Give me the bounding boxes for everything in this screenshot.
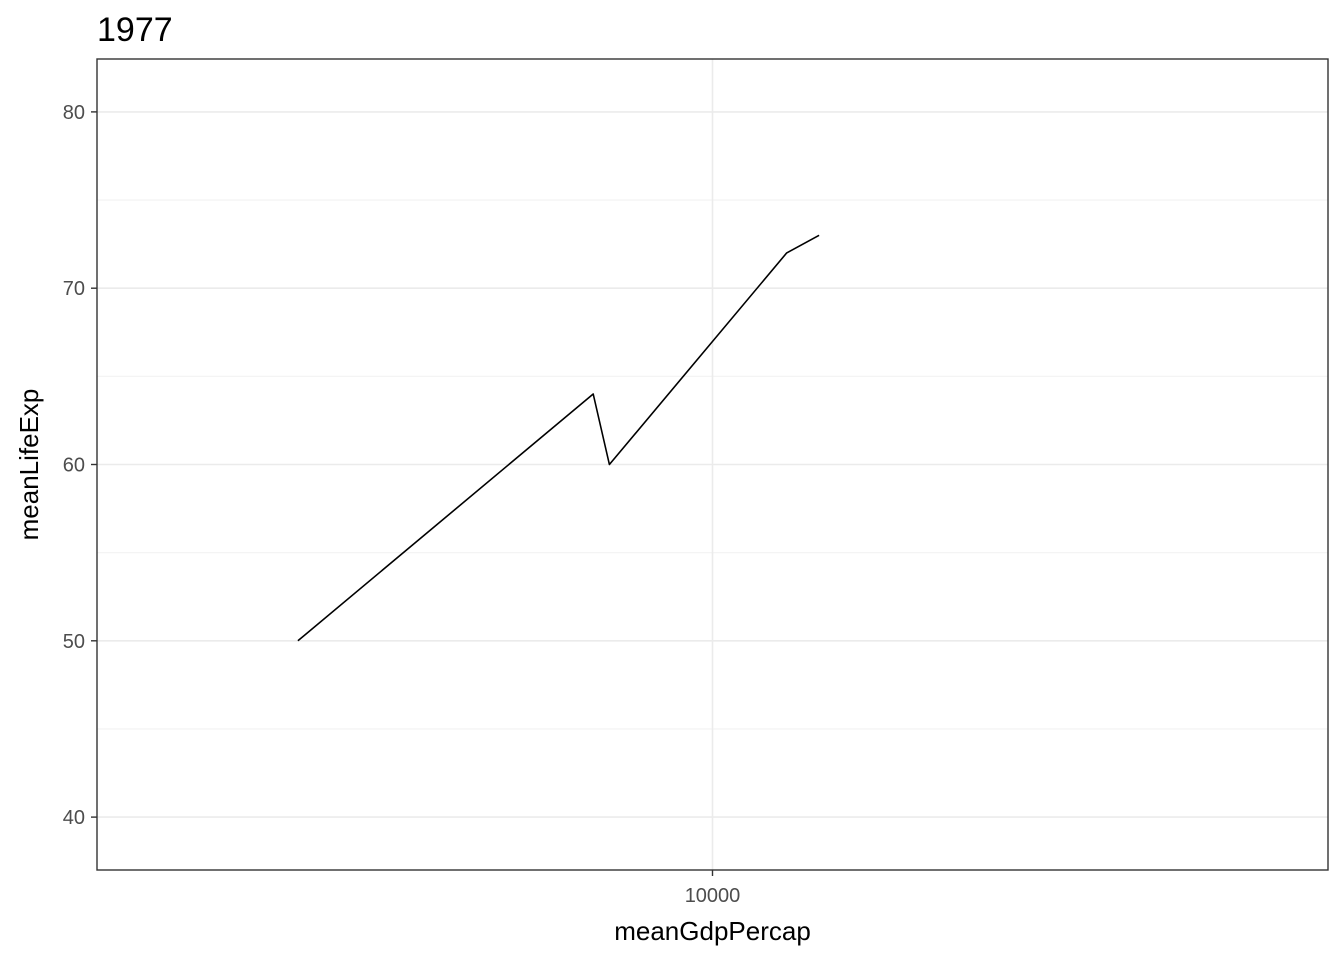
series-line xyxy=(297,234,820,642)
series-layer xyxy=(297,234,820,642)
x-tick-label: 10000 xyxy=(685,885,741,907)
chart-title: 1977 xyxy=(97,11,173,49)
x-axis-title: meanGdpPercap xyxy=(614,916,811,946)
grid-lines xyxy=(97,59,1328,870)
y-tick-label: 70 xyxy=(63,278,85,300)
y-tick-label: 50 xyxy=(63,631,85,653)
y-tick-label: 80 xyxy=(63,102,85,124)
y-tick-label: 60 xyxy=(63,455,85,477)
x-axis-ticks: 10000 xyxy=(685,870,741,907)
y-axis-title: meanLifeExp xyxy=(14,389,44,541)
y-tick-label: 40 xyxy=(63,807,85,829)
y-axis-ticks: 40 50 60 70 80 xyxy=(63,102,97,829)
